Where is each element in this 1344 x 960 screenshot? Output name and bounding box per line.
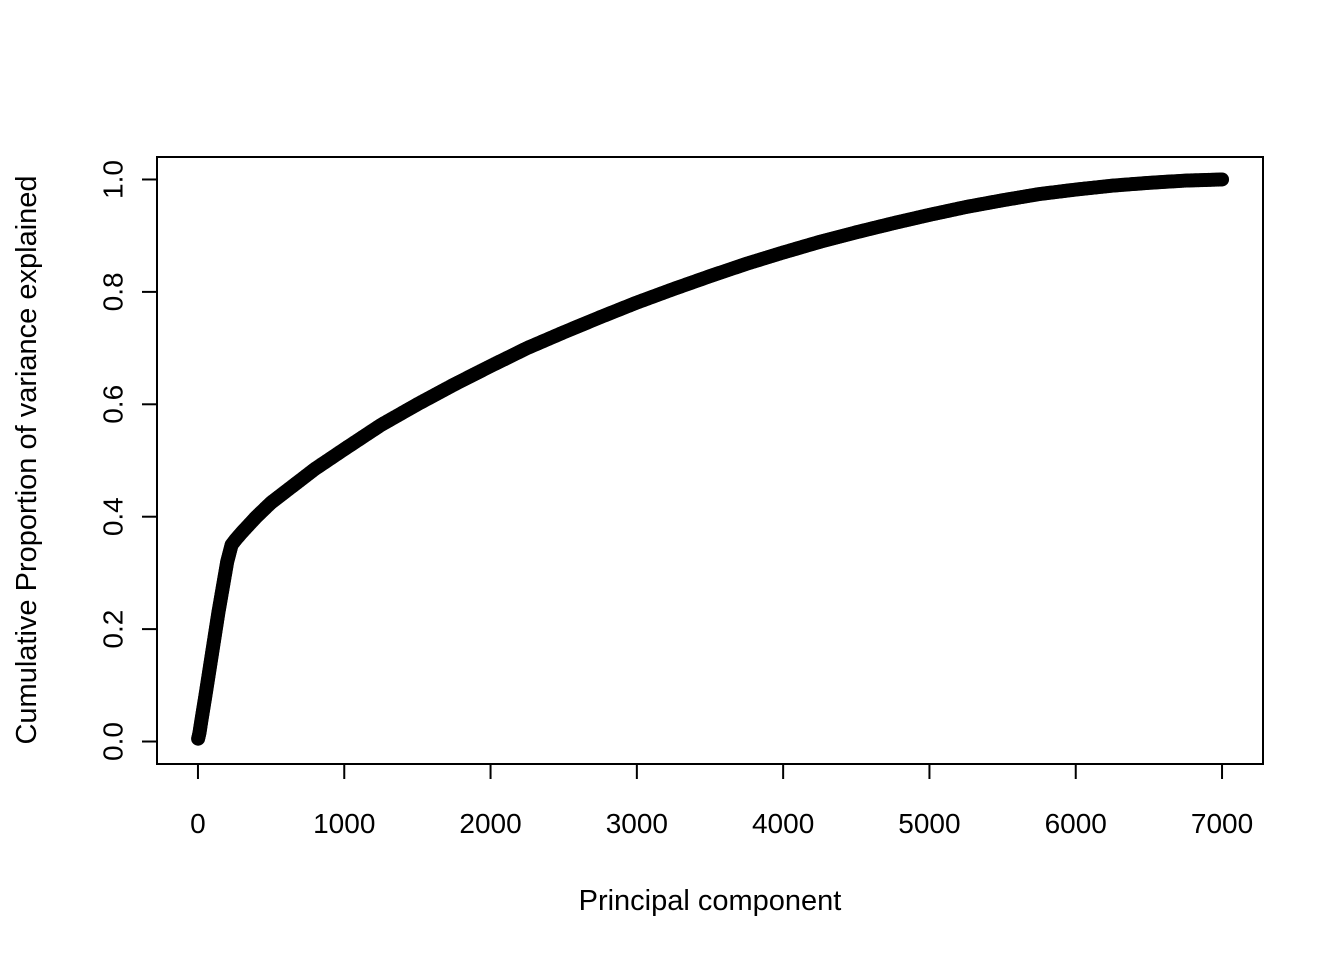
x-tick-label: 6000 (1045, 808, 1107, 839)
series-points (191, 172, 1230, 746)
x-axis-title: Principal component (579, 885, 842, 917)
y-axis-title: Cumulative Proportion of variance explai… (11, 175, 43, 744)
y-tick-label: 0.4 (98, 497, 129, 536)
x-tick-label: 5000 (898, 808, 960, 839)
x-axis: 0 1000 2000 3000 4000 5000 6000 7000 (190, 763, 1253, 839)
y-axis: 0.0 0.2 0.4 0.6 0.8 1.0 (98, 160, 158, 761)
y-tick-label: 0.2 (98, 610, 129, 649)
x-tick-label: 3000 (606, 808, 668, 839)
y-tick-label: 0.0 (98, 722, 129, 761)
x-tick-label: 7000 (1191, 808, 1253, 839)
y-tick-label: 0.8 (98, 272, 129, 311)
y-tick-label: 1.0 (98, 160, 129, 199)
x-tick-label: 4000 (752, 808, 814, 839)
y-tick-label: 0.6 (98, 385, 129, 424)
x-tick-label: 1000 (313, 808, 375, 839)
data-point (1215, 172, 1230, 187)
series-layer (191, 172, 1230, 746)
x-tick-label: 0 (190, 808, 206, 839)
x-tick-label: 2000 (459, 808, 521, 839)
